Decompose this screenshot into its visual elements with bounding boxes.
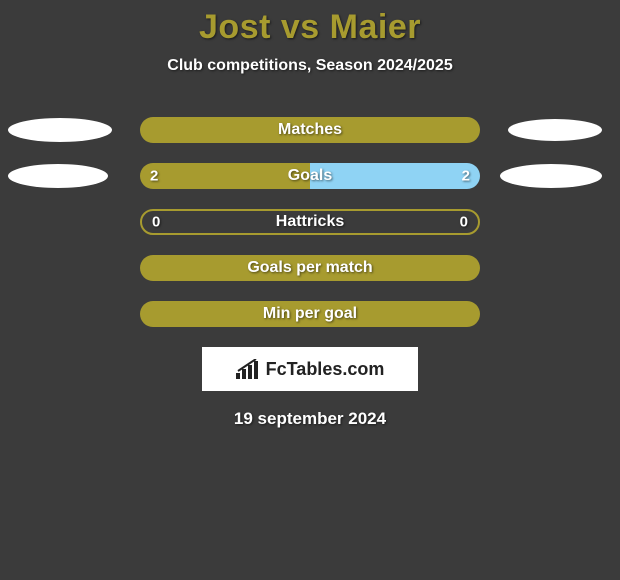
stat-bar: Goals per match (140, 255, 480, 281)
left-value: 0 (152, 214, 160, 231)
stat-bar: Min per goal (140, 301, 480, 327)
stat-label: Goals (288, 167, 332, 185)
brand-chart-icon (236, 359, 260, 379)
stat-label: Hattricks (276, 213, 344, 231)
left-ellipse (8, 164, 108, 188)
right-value: 0 (460, 214, 468, 231)
stat-row: Min per goal (0, 301, 620, 327)
subtitle: Club competitions, Season 2024/2025 (0, 57, 620, 75)
stat-label: Goals per match (247, 259, 372, 277)
stat-bar: Goals 2 2 (140, 163, 480, 189)
right-value: 2 (462, 168, 470, 185)
stat-label: Matches (278, 121, 342, 139)
stat-label: Min per goal (263, 305, 357, 323)
left-value: 2 (150, 168, 158, 185)
brand-box: FcTables.com (202, 347, 418, 391)
right-ellipse (500, 164, 602, 188)
right-ellipse (508, 119, 602, 141)
page-title: Jost vs Maier (0, 0, 620, 47)
left-ellipse (8, 118, 112, 142)
stat-bar: Matches (140, 117, 480, 143)
stat-row: Matches (0, 117, 620, 143)
stat-rows: Matches Goals 2 2 Hattricks 0 0 Goals per match… (0, 117, 620, 327)
left-fill (140, 163, 310, 189)
comparison-infographic: Jost vs Maier Club competitions, Season … (0, 0, 620, 580)
stat-row: Goals 2 2 (0, 163, 620, 189)
date-text: 19 september 2024 (0, 409, 620, 429)
stat-row: Hattricks 0 0 (0, 209, 620, 235)
right-fill (310, 163, 480, 189)
stat-row: Goals per match (0, 255, 620, 281)
brand-text: FcTables.com (266, 359, 385, 380)
stat-bar: Hattricks 0 0 (140, 209, 480, 235)
